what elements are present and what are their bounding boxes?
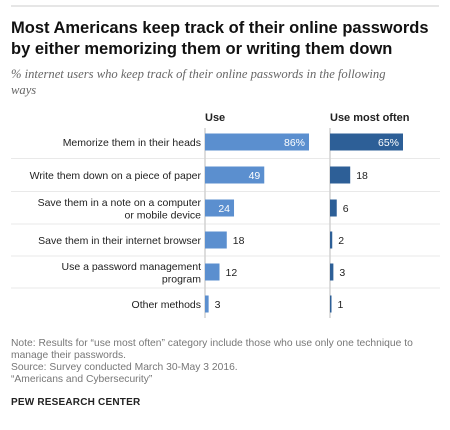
- use-value-label: 12: [226, 267, 238, 279]
- category-label: program: [162, 273, 201, 285]
- bar-chart: Use Use most often Memorize them in their …: [11, 112, 440, 318]
- use-value-label: 49: [249, 170, 261, 182]
- top-rule: [11, 5, 439, 7]
- most-often-value-label: 1: [338, 299, 344, 311]
- most-often-bar: [330, 133, 403, 151]
- most-often-bar: [330, 295, 332, 313]
- use-bar: [205, 199, 235, 217]
- category-label: Save them in a note on a computer: [38, 197, 202, 209]
- most-often-bar: [330, 199, 337, 217]
- chart-subtitle: % internet users who keep track of their…: [11, 66, 441, 98]
- category-label: Use a password management: [62, 261, 202, 273]
- chart-subtitle-line-2: ways: [11, 83, 37, 97]
- category-label: Memorize them in their heads: [63, 137, 201, 149]
- use-value-label: 18: [233, 235, 245, 247]
- chart-notes: Note: Results for “use most often” categ…: [11, 338, 441, 386]
- use-bar: [205, 166, 265, 184]
- use-bar: [205, 231, 227, 249]
- use-bar: [205, 295, 209, 313]
- use-bar: [205, 263, 220, 281]
- chart-title-line-1: Most Americans keep track of their onlin…: [11, 19, 429, 37]
- most-often-bar: [330, 166, 351, 184]
- most-often-value-label: 2: [338, 235, 344, 247]
- use-value-label: 3: [215, 299, 221, 311]
- category-label: Other methods: [132, 299, 201, 311]
- chart-subtitle-line-1: % internet users who keep track of their…: [11, 67, 386, 81]
- org-credit: PEW RESEARCH CENTER: [11, 397, 141, 408]
- category-label: Save them in their internet browser: [38, 235, 201, 247]
- series-header-most-often: Use most often: [330, 112, 410, 124]
- chart-title: Most Americans keep track of their onlin…: [11, 18, 441, 60]
- source-note: Source: Survey conducted March 30-May 3 …: [11, 362, 238, 373]
- report-name: “Americans and Cybersecurity”: [11, 374, 153, 385]
- most-often-value-label: 65%: [378, 137, 399, 149]
- most-often-value-label: 6: [343, 203, 349, 215]
- category-label: or mobile device: [125, 209, 202, 221]
- note-line-2: manage their passwords.: [11, 350, 127, 361]
- most-often-bar: [330, 231, 333, 249]
- series-header-use: Use: [205, 112, 225, 124]
- category-label: Write them down on a piece of paper: [30, 170, 202, 182]
- most-often-value-label: 3: [339, 267, 345, 279]
- most-often-value-label: 18: [356, 170, 368, 182]
- use-value-label: 86%: [284, 137, 305, 149]
- use-bar: [205, 133, 309, 151]
- note-line-1: Note: Results for “use most often” categ…: [11, 338, 413, 349]
- most-often-bar: [330, 263, 334, 281]
- use-value-label: 24: [218, 203, 230, 215]
- chart-title-line-2: by either memorizing them or writing the…: [11, 40, 393, 58]
